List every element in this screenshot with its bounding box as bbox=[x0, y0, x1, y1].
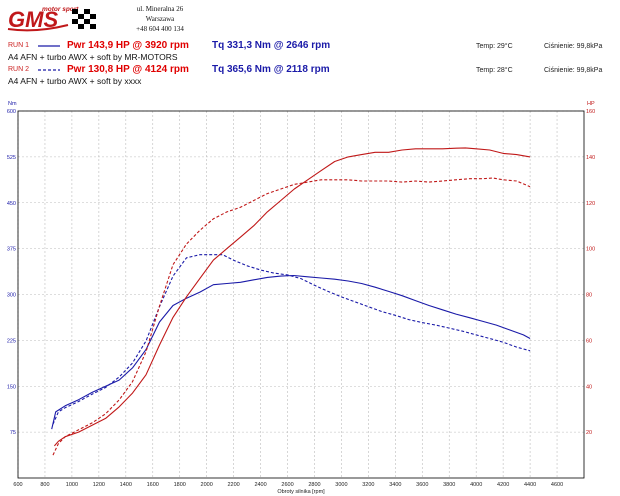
address-phone: +48 604 400 134 bbox=[136, 25, 184, 33]
y-left-tick-label: 300 bbox=[7, 293, 16, 299]
series-line-2 bbox=[52, 254, 531, 425]
y-right-tick-label: 100 bbox=[586, 247, 595, 253]
series-line-3 bbox=[53, 147, 531, 447]
run1-torque: Tq 331,3 Nm @ 2646 rpm bbox=[212, 40, 331, 51]
run1-label: RUN 1 bbox=[8, 42, 30, 49]
y-left-tick-label: 225 bbox=[7, 338, 16, 344]
series-line-1 bbox=[51, 274, 531, 430]
x-tick-label: 3200 bbox=[362, 482, 374, 488]
x-tick-label: 3400 bbox=[389, 482, 401, 488]
x-tick-label: 600 bbox=[13, 482, 22, 488]
y-left-tick-label: 600 bbox=[7, 109, 16, 115]
x-tick-label: 3800 bbox=[443, 482, 455, 488]
y-right-tick-label: 60 bbox=[586, 338, 592, 344]
y-right-tick-label: 20 bbox=[586, 430, 592, 436]
x-tick-label: 4600 bbox=[551, 482, 563, 488]
run2-line-swatch bbox=[38, 69, 60, 71]
y-left-tick-label: 150 bbox=[7, 384, 16, 390]
run2-torque: Tq 365,6 Nm @ 2118 rpm bbox=[212, 64, 330, 75]
x-tick-label: 2000 bbox=[201, 482, 213, 488]
x-tick-label: 4000 bbox=[470, 482, 482, 488]
x-tick-label: 800 bbox=[40, 482, 49, 488]
y-left-tick-label: 525 bbox=[7, 155, 16, 161]
checkered-flag-icon bbox=[72, 9, 96, 29]
x-axis-label: Obroty silnika [rpm] bbox=[277, 489, 325, 495]
gms-logo-tagline: motor sport bbox=[42, 6, 79, 13]
x-tick-label: 1000 bbox=[66, 482, 78, 488]
x-tick-label: 2200 bbox=[227, 482, 239, 488]
gms-logo-swoosh bbox=[7, 24, 69, 32]
y-right-axis-label: HP bbox=[587, 101, 595, 107]
address-street: ul. Mineralna 26 bbox=[136, 5, 184, 13]
run1-description: A4 AFN + turbo AWX + soft by MR-MOTORS bbox=[8, 52, 178, 62]
address-city: Warszawa bbox=[145, 15, 175, 23]
x-tick-label: 1800 bbox=[174, 482, 186, 488]
run2-pressure: Ciśnienie: 99,8kPa bbox=[544, 67, 603, 74]
x-tick-label: 2400 bbox=[254, 482, 266, 488]
run2-description: A4 AFN + turbo AWX + soft by xxxx bbox=[8, 76, 142, 86]
y-left-tick-label: 375 bbox=[7, 247, 16, 253]
gms-logo: GMS motor sport bbox=[7, 6, 96, 32]
run1-temperature: Temp: 29°C bbox=[476, 43, 513, 50]
run2-temperature: Temp: 28°C bbox=[476, 67, 513, 74]
run2-power: Pwr 130,8 HP @ 4124 rpm bbox=[67, 64, 189, 75]
y-right-tick-label: 140 bbox=[586, 155, 595, 161]
run1-pressure: Ciśnienie: 99,8kPa bbox=[544, 43, 603, 50]
x-tick-label: 1600 bbox=[147, 482, 159, 488]
y-left-tick-label: 75 bbox=[10, 430, 16, 436]
x-tick-label: 4400 bbox=[524, 482, 536, 488]
x-tick-label: 2600 bbox=[281, 482, 293, 488]
x-tick-label: 1200 bbox=[93, 482, 105, 488]
y-right-tick-label: 160 bbox=[586, 109, 595, 115]
x-tick-label: 1400 bbox=[120, 482, 132, 488]
run1-power: Pwr 143,9 HP @ 3920 rpm bbox=[67, 40, 189, 51]
x-tick-label: 3000 bbox=[335, 482, 347, 488]
dyno-chart: 600 800 1000 1200 1400 1600 1800 2000 2200 2400 26… bbox=[7, 101, 595, 495]
gms-logo-text: GMS bbox=[8, 7, 58, 32]
x-tick-label: 2800 bbox=[308, 482, 320, 488]
series-line-4 bbox=[52, 177, 531, 456]
y-left-tick-label: 450 bbox=[7, 201, 16, 207]
run2-label: RUN 2 bbox=[8, 66, 30, 73]
x-tick-label: 3600 bbox=[416, 482, 428, 488]
run1-line-swatch bbox=[38, 45, 60, 47]
y-right-tick-label: 80 bbox=[586, 293, 592, 299]
y-left-axis-label: Nm bbox=[8, 101, 17, 107]
y-right-tick-label: 40 bbox=[586, 384, 592, 390]
y-right-tick-label: 120 bbox=[586, 201, 595, 207]
x-tick-label: 4200 bbox=[497, 482, 509, 488]
plot-frame bbox=[17, 110, 585, 479]
